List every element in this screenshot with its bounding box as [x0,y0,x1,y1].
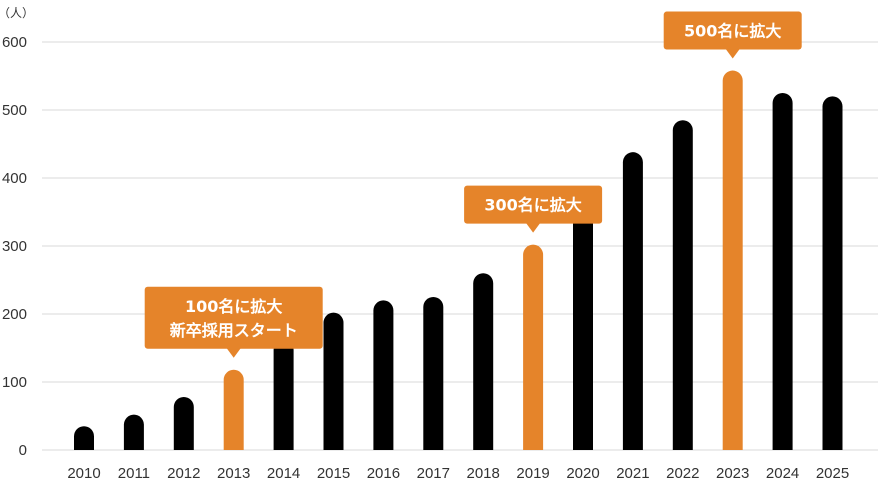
bar-2012 [173,396,194,450]
bar-2019 [523,244,544,450]
y-tick-label: 400 [2,170,27,187]
bar-2015 [323,312,344,450]
bar-2020 [573,198,593,450]
callout-text: 500名に拡大 [684,22,781,41]
y-tick-label: 200 [2,306,27,323]
x-tick-label: 2016 [367,465,400,482]
x-tick-label: 2023 [716,465,749,482]
x-tick-label: 2019 [516,465,549,482]
bar-2014 [273,339,294,450]
x-tick-label: 2012 [167,465,200,482]
bar-2010 [74,426,94,450]
callout-pointer [725,49,740,59]
bar-2018 [473,273,494,450]
bar-2021 [622,152,643,450]
callout-2019: 300名に拡大 [464,185,603,233]
bar-2016 [373,300,394,450]
callout-text: 100名に拡大 [185,297,282,316]
x-tick-label: 2022 [666,465,699,482]
callout-text: 300名に拡大 [484,196,581,215]
x-tick-label: 2015 [317,465,350,482]
bar-2022 [672,120,693,450]
x-tick-label: 2025 [816,465,849,482]
bar-2017 [423,297,444,450]
y-tick-label: 600 [2,34,27,51]
x-tick-label: 2017 [417,465,450,482]
y-tick-label: 300 [2,238,27,255]
callout-text: 新卒採用スタート [170,321,298,340]
x-tick-label: 2020 [566,465,599,482]
x-tick-label: 2014 [267,465,300,482]
y-tick-label: 100 [2,374,27,391]
bar-2013 [223,369,244,450]
grid-lines [42,41,878,451]
x-tick-label: 2024 [766,465,799,482]
y-unit-label: （人） [0,6,34,20]
x-tick-label: 2013 [217,465,250,482]
y-tick-label: 500 [2,102,27,119]
y-axis-ticks: 0 100 200 300 400 500 600 [2,34,27,459]
callout-pointer [526,223,541,233]
callout-box [144,286,323,349]
callout-pointer [226,348,241,358]
bars [74,70,843,451]
x-tick-label: 2021 [616,465,649,482]
callout-2023: 500名に拡大 [663,11,802,59]
bar-2023 [722,70,743,450]
callout-box [464,185,603,224]
x-axis-ticks: 2010 2011 2012 2013 2014 2015 2016 2017 2018 2019… [67,465,849,482]
x-tick-label: 2010 [67,465,100,482]
x-tick-label: 2011 [118,465,150,482]
bar-2024 [772,93,793,450]
bar-2025 [822,96,843,451]
x-tick-label: 2018 [467,465,500,482]
callout-box [663,11,802,50]
y-tick-label: 0 [19,442,27,459]
bar-2011 [123,414,144,450]
